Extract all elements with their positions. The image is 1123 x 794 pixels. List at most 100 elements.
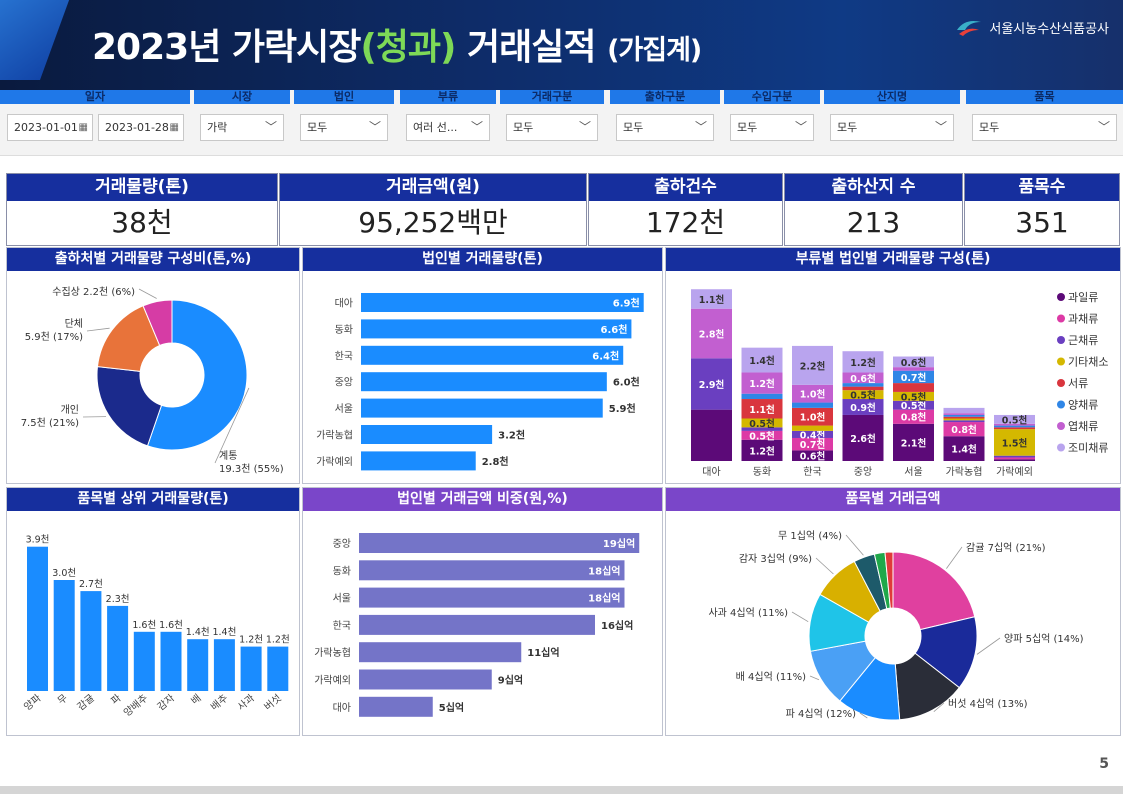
stack-seg-서류 (792, 407, 833, 426)
pie-label: 버섯 4십억 (13%) (948, 698, 1028, 710)
date-start-value: 2023-01-01 (14, 121, 78, 134)
stack-seg-기타채소 (792, 425, 833, 431)
page-number: 5 (1099, 756, 1109, 772)
bar-가락농협 (361, 425, 493, 444)
kpi-shipments: 출하건수 172천 (588, 173, 783, 246)
date-end-value: 2023-01-28 (105, 121, 169, 134)
panel-category-corp-title: 부류별 법인별 거래물량 구성(톤) (666, 248, 1120, 271)
panel-corp-amount: 법인별 거래금액 비중(원,%) 중앙 19십억 동화 18십억 서울 18십억 한국 16십… (302, 487, 663, 736)
chevron-down-icon: ﹀ (470, 120, 483, 134)
stack-category-label: 대아 (702, 466, 720, 478)
corp-select[interactable]: 모두 ﹀ (300, 114, 388, 141)
bar-category-label: 사과 (235, 692, 257, 713)
bar-가락예외 (361, 451, 476, 471)
bar-category-label: 감귤 (75, 692, 97, 713)
stack-seg-label: 0.7천 (800, 440, 826, 451)
import-type-select[interactable]: 모두 ﹀ (730, 114, 814, 141)
kpi-origins: 출하산지 수 213 (784, 173, 963, 246)
pie-label: 배 4십억 (11%) (736, 671, 806, 683)
bar-category-label: 양배추 (121, 692, 150, 719)
date-start-input[interactable]: 2023-01-01 ▦ (7, 114, 93, 141)
ship-type-select[interactable]: 모두 ﹀ (616, 114, 714, 141)
org-logo: 서울시농수산식품공사 (955, 16, 1109, 38)
bar-감귤 (80, 591, 102, 691)
stack-category-label: 가락농협 (946, 465, 983, 478)
filter-corp-label: 법인 (294, 90, 394, 104)
stack-seg-과일류 (893, 423, 934, 461)
filter-market: 시장 가락 ﹀ (194, 90, 290, 156)
category-select[interactable]: 여러 선... ﹀ (406, 114, 490, 141)
bar-category-label: 대아 (333, 702, 351, 714)
stack-seg-label: 2.9천 (699, 380, 725, 391)
kpi-amount: 거래금액(원) 95,252백만 (279, 173, 587, 246)
ship-type-value: 모두 (623, 121, 644, 134)
stack-seg-근채류 (792, 430, 833, 438)
filter-ship-type: 출하구분 모두 ﹀ (610, 90, 720, 156)
item-value: 모두 (979, 121, 1000, 134)
bar-value-label: 1.4천 (186, 627, 210, 638)
bar-value-label: 1.4천 (212, 627, 236, 638)
bar-category-label: 배추 (209, 692, 231, 713)
bar-value-label: 3.2천 (498, 429, 525, 442)
stack-seg-label: 0.4천 (800, 430, 826, 441)
title-main: 2023년 가락시장 (92, 27, 361, 68)
donut-label-name: 개인 (61, 404, 79, 416)
stack-seg-조미채류 (792, 345, 833, 385)
stack-seg-조미채류 (842, 351, 884, 373)
bar-가락예외 (359, 669, 492, 690)
item-select[interactable]: 모두 ﹀ (972, 114, 1117, 141)
market-select[interactable]: 가락 ﹀ (200, 114, 284, 141)
stack-category-label: 동화 (753, 466, 771, 478)
kpi-origins-value: 213 (846, 206, 901, 239)
panel-shipper-share: 출하처별 거래물량 구성비(톤,%) 계통 19.3천 (55%) 개인 7.5천 (… (6, 247, 300, 484)
filter-origin: 산지명 모두 ﹀ (824, 90, 960, 156)
page-title: 2023년 가락시장(청과) 거래실적 (가집계) (92, 18, 702, 70)
stack-seg-엽채류 (741, 372, 783, 394)
stack-seg-label: 0.7천 (901, 373, 927, 384)
stack-seg-기타채소 (842, 390, 884, 400)
legend-marker (1057, 443, 1065, 452)
stack-seg-조미채류 (691, 289, 732, 309)
bar-category-label: 동화 (333, 565, 351, 577)
bar-category-label: 파 (109, 692, 124, 707)
chevron-down-icon: ﹀ (264, 120, 277, 134)
bar-중앙 (361, 372, 607, 392)
stack-seg-label: 1.0천 (800, 390, 826, 401)
bar-배추 (213, 639, 235, 691)
bar-감자 (160, 631, 182, 691)
bar-value-label: 2.7천 (79, 579, 103, 590)
stack-seg-label: 0.5천 (850, 391, 876, 402)
stack-seg-근채류 (741, 427, 783, 431)
chevron-down-icon: ﹀ (368, 120, 381, 134)
stack-seg-label: 0.5천 (901, 392, 927, 403)
date-end-input[interactable]: 2023-01-28 ▦ (98, 114, 184, 141)
stack-seg-기타채소 (943, 418, 985, 421)
legend-label: 조미채류 (1068, 442, 1108, 455)
pie-label: 감귤 7십억 (21%) (966, 542, 1046, 554)
stack-seg-서류 (741, 399, 783, 419)
bar-category-label: 중앙 (335, 377, 353, 389)
stack-seg-근채류 (943, 420, 985, 423)
bar-사과 (240, 646, 262, 691)
bar-양배추 (133, 631, 155, 691)
stack-seg-엽채류 (691, 308, 732, 359)
stack-seg-label: 0.6천 (901, 358, 927, 369)
stack-seg-과일류 (741, 439, 783, 461)
kpi-items-value: 351 (1015, 206, 1069, 239)
legend-marker (1057, 422, 1065, 430)
bar-value-label: 3.0천 (52, 568, 76, 579)
bar-value-label: 6.0천 (613, 376, 640, 389)
panel-item-top-title: 품목별 상위 거래물량(톤) (7, 488, 299, 511)
origin-select[interactable]: 모두 ﹀ (830, 114, 954, 141)
stack-category-label: 중앙 (854, 466, 872, 478)
trade-type-select[interactable]: 모두 ﹀ (506, 114, 598, 141)
filter-origin-label: 산지명 (824, 90, 960, 104)
stack-seg-label: 2.2천 (800, 361, 826, 372)
bar-중앙 (359, 533, 640, 553)
filter-trade-type-label: 거래구분 (500, 90, 604, 104)
bar-value-label: 18십억 (588, 564, 620, 577)
pie-slice-감귤 (892, 551, 976, 631)
legend-marker (1057, 293, 1065, 301)
kpi-amount-label: 거래금액(원) (280, 174, 586, 201)
bar-category-label: 가락예외 (316, 456, 353, 468)
